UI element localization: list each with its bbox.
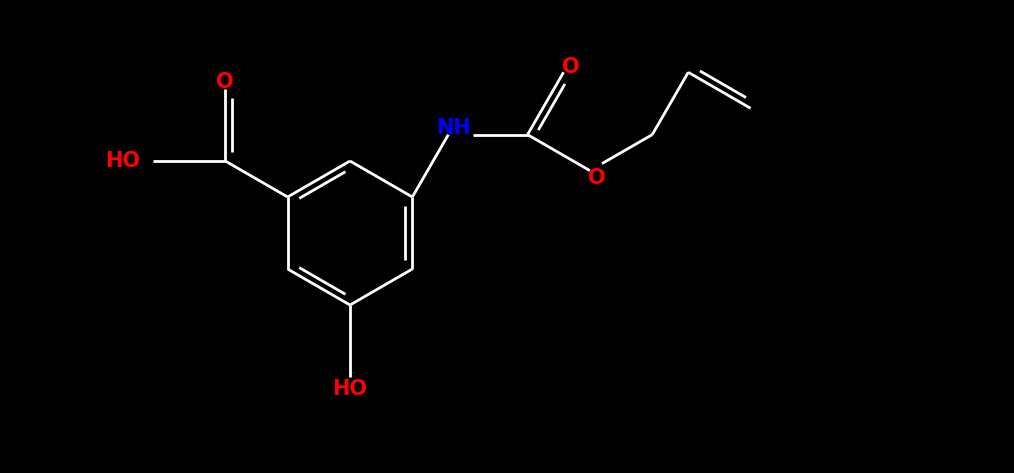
Text: HO: HO [333,379,367,399]
Text: O: O [562,57,579,77]
Text: NH: NH [436,118,470,138]
Text: O: O [216,72,234,92]
Text: HO: HO [105,151,140,171]
Text: O: O [588,167,605,188]
